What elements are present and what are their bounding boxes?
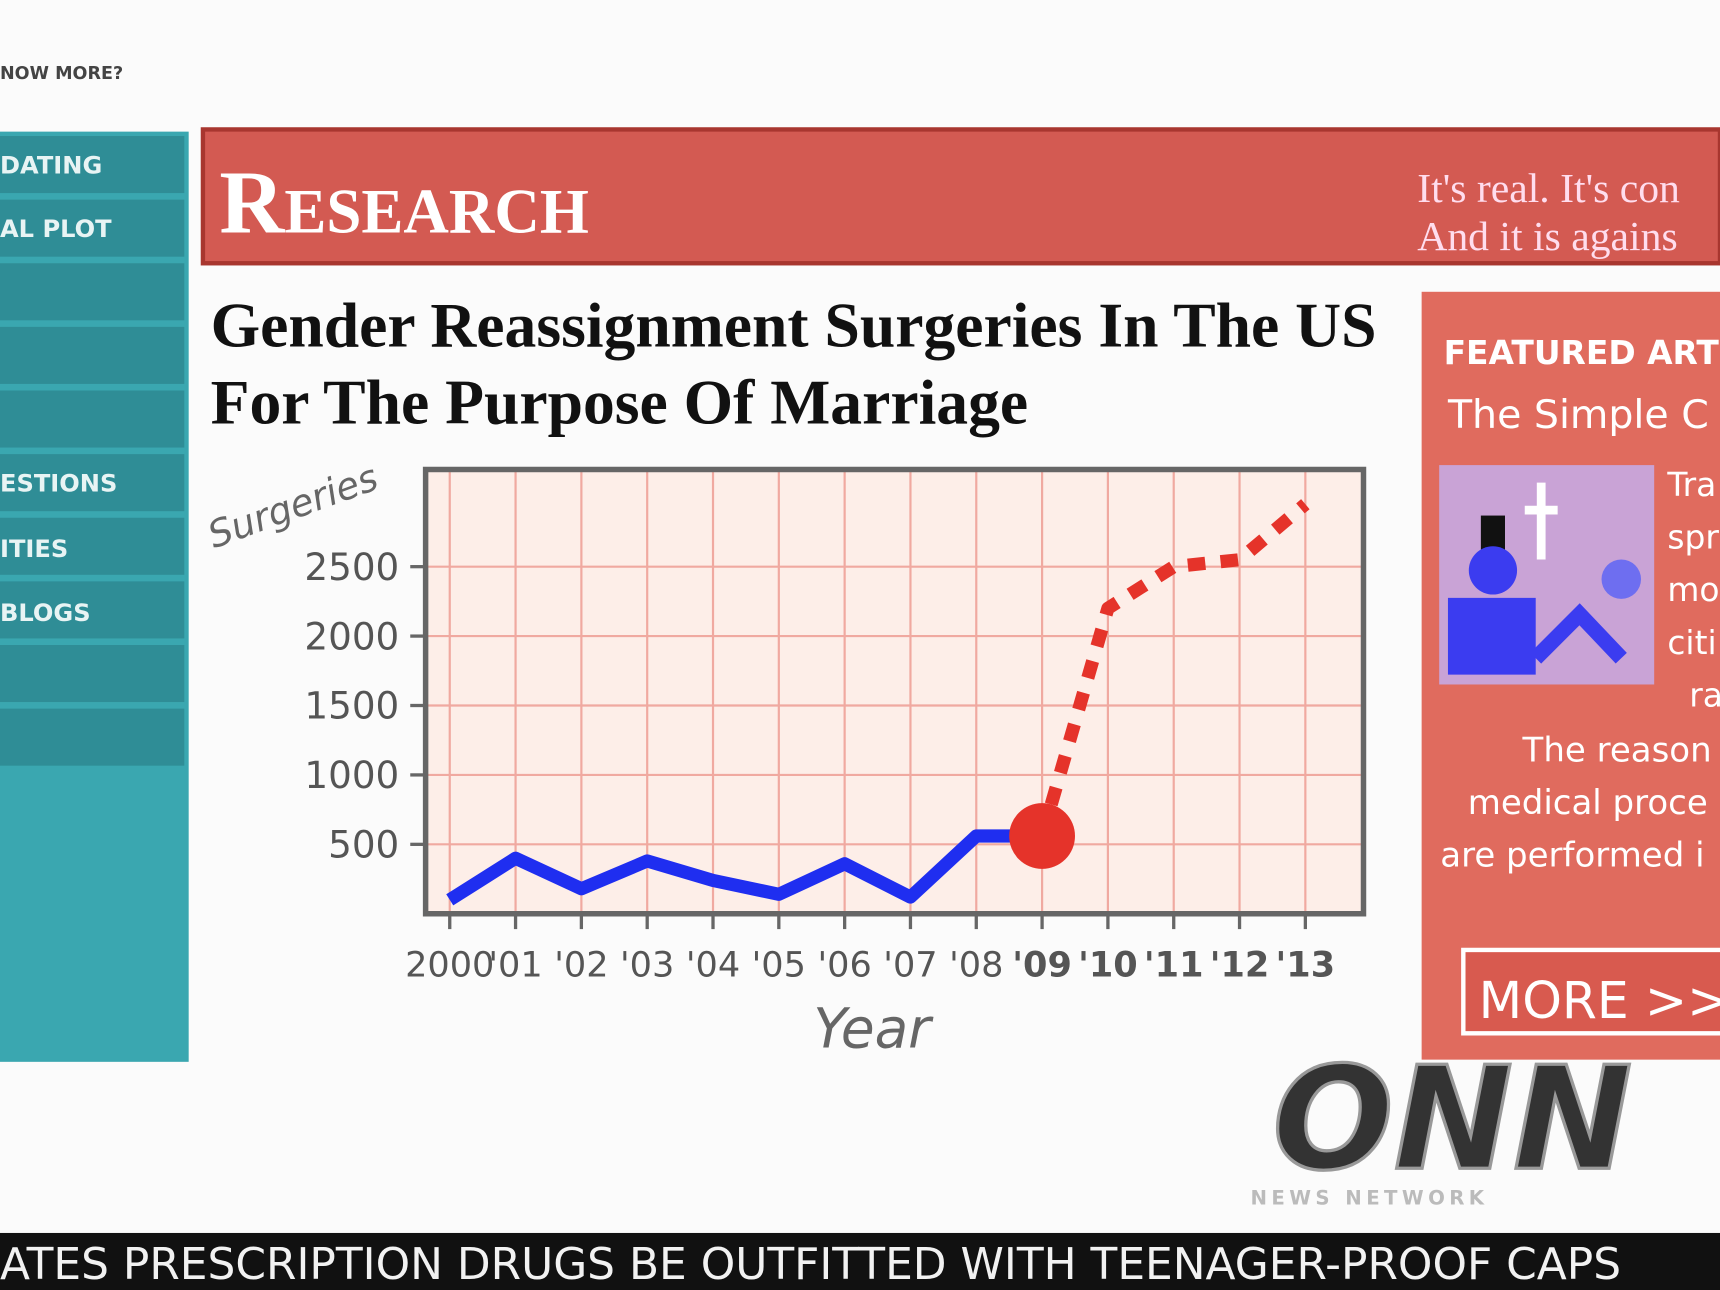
x-tick-label: '13 (1276, 944, 1336, 985)
article-image (1439, 465, 1655, 685)
projection-point (1009, 803, 1075, 869)
x-tick-label: '03 (620, 944, 674, 985)
top-link[interactable]: NOW MORE? (0, 64, 123, 84)
chart-title-box: Gender Reassignment Surgeries In The US … (210, 289, 1377, 438)
x-tick-label: '08 (949, 944, 1003, 985)
nav-item[interactable]: ESTIONS (0, 469, 117, 497)
nav-item[interactable]: ITIES (0, 535, 68, 563)
body-line: are performed i (1440, 836, 1704, 876)
sidebar-heading: FEATURED ART (1444, 333, 1720, 372)
y-tick-label: 2500 (304, 545, 399, 589)
nav-item-bg (0, 581, 185, 639)
nav-item-bg (0, 199, 185, 257)
x-axis-label: Year (813, 997, 934, 1061)
y-tick-label: 1000 (304, 753, 399, 797)
banner-title: Research (219, 154, 589, 253)
nav-item-bg (0, 708, 185, 766)
x-tick-label: '04 (686, 944, 740, 985)
snippet-line: spr (1667, 517, 1719, 556)
nav: DATING AL PLOT ESTIONS ITIES BLOGS (0, 136, 185, 766)
article-title[interactable]: The Simple C (1447, 392, 1709, 438)
series-line (1035, 499, 1310, 838)
nav-item-bg (0, 517, 185, 575)
x-tick-label: '11 (1144, 944, 1204, 985)
ticker: ATES PRESCRIPTION DRUGS BE OUTFITTED WIT… (0, 1239, 1621, 1290)
nav-item-bg (0, 645, 185, 703)
logo-mark: ONN (1272, 1036, 1632, 1202)
chart-title: Gender Reassignment Surgeries In The US … (210, 289, 1377, 438)
nav-item-bg (0, 326, 185, 384)
x-tick-label: '10 (1078, 944, 1138, 985)
snippet-line: Tra (1666, 465, 1716, 504)
nav-item-bg (0, 263, 185, 321)
x-tick-label: '06 (817, 944, 871, 985)
snippet: Tra spr mo citi ra (1666, 465, 1720, 715)
more-label[interactable]: MORE >> (1479, 971, 1720, 1030)
snippet-line: citi (1667, 623, 1716, 662)
x-tick-label: '09 (1012, 944, 1072, 985)
tagline: And it is agains (1417, 214, 1677, 260)
x-tick-label: '12 (1210, 944, 1270, 985)
banner-border (200, 127, 1720, 266)
nav-item[interactable]: BLOGS (0, 599, 91, 627)
body: The reason medical proce are performed i (1440, 730, 1711, 875)
y-tick-label: 500 (328, 822, 399, 866)
tagline: It's real. It's con (1417, 166, 1680, 212)
nav-item-bg (0, 390, 185, 448)
series-line (446, 829, 1043, 906)
body-line: medical proce (1468, 783, 1708, 823)
snippet-line: mo (1667, 570, 1719, 609)
y-tick-label: 1500 (304, 684, 399, 728)
nav-item-bg (0, 136, 185, 194)
y-tick-label: 2000 (304, 614, 399, 658)
nav-item-bg (0, 454, 185, 512)
body-line: The reason (1522, 730, 1712, 770)
x-tick-label: 2000 (405, 944, 494, 985)
x-tick-label: '01 (488, 944, 542, 985)
snippet-line: ra (1689, 675, 1720, 714)
plot-border (422, 466, 1367, 917)
ticker-bar (0, 1232, 1720, 1290)
nav-item[interactable]: DATING (0, 151, 102, 179)
x-tick-label: '02 (554, 944, 608, 985)
logo-caption: NEWS NETWORK (1251, 1186, 1489, 1209)
more-button[interactable] (1461, 947, 1720, 1036)
nav-item[interactable]: AL PLOT (0, 215, 112, 243)
x-tick-label: '07 (883, 944, 937, 985)
x-tick-label: '05 (752, 944, 806, 985)
plot-area (425, 469, 1364, 914)
chart: 2000'01'02'03'04'05'06'07'08'09'10'11'12… (202, 455, 1367, 1061)
banner (202, 129, 1720, 264)
